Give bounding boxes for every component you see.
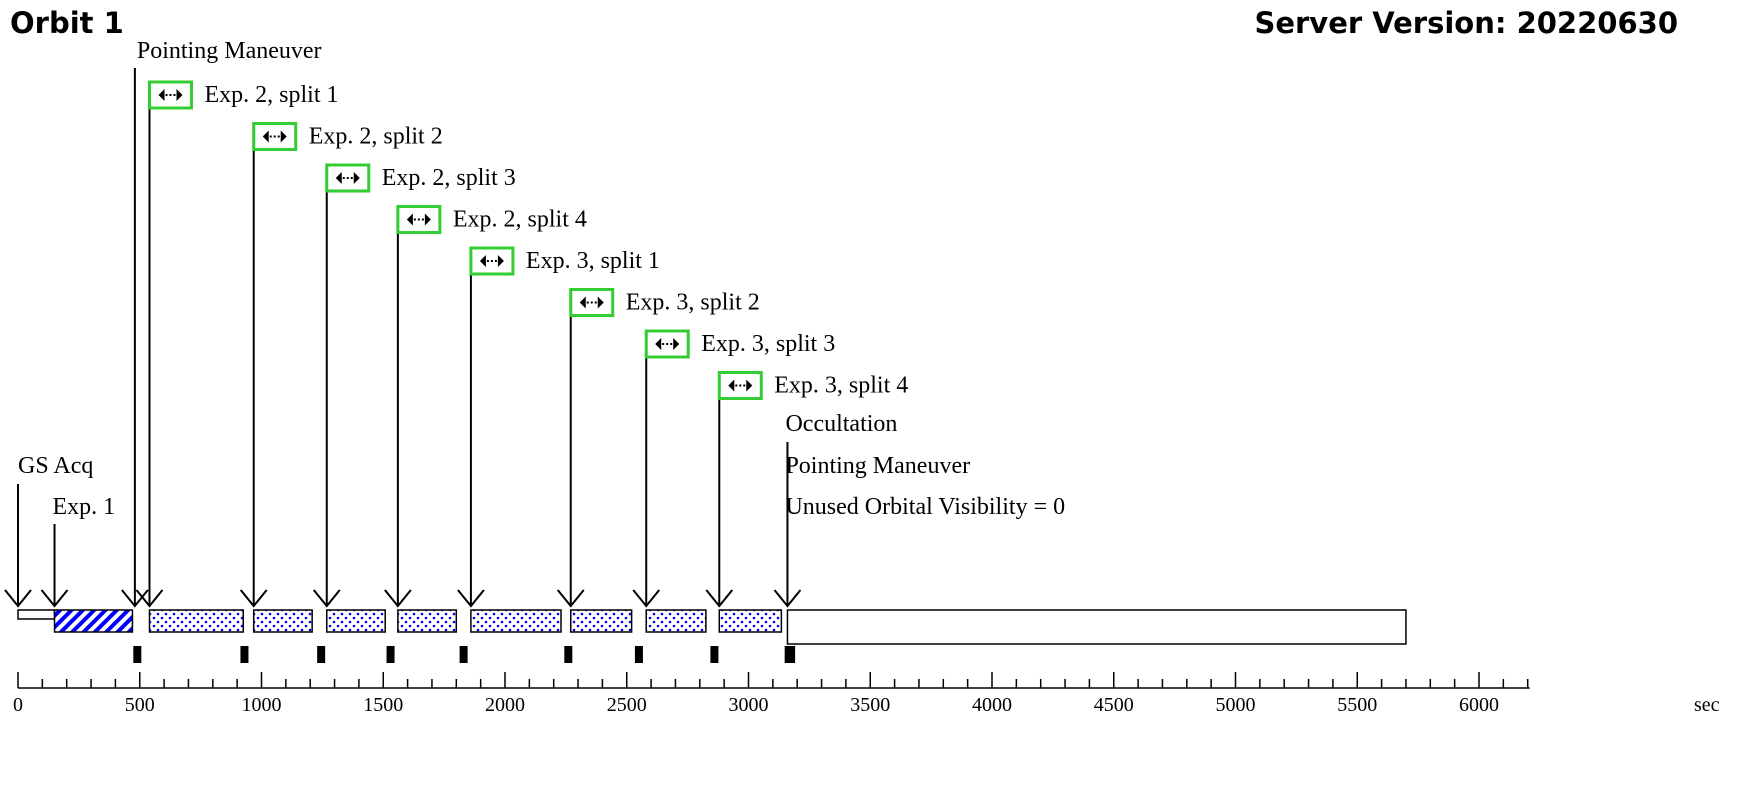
axis-tick-label: 0 [13, 694, 23, 716]
swap-icon [325, 163, 371, 193]
exposure-readout-marker [564, 646, 573, 663]
axis-tick-label: 4000 [972, 694, 1012, 716]
exposure-bar [148, 609, 244, 633]
timeline-blocks [17, 609, 1407, 663]
exposure-label: Exp. 3, split 1 [526, 248, 660, 274]
axis-tick-label: 4500 [1094, 694, 1134, 716]
axis-tick-label: 1000 [242, 694, 282, 716]
swap-icon [252, 122, 298, 151]
exp1-label: Exp. 1 [53, 494, 116, 520]
exposure-readout-marker [317, 646, 326, 663]
axis-tick-label: 2000 [485, 694, 525, 716]
exposure-label: Exp. 3, split 2 [626, 290, 760, 316]
occultation-readout-marker [787, 646, 796, 663]
exposure-label: Exp. 2, split 1 [204, 82, 338, 108]
exposure-label: Exp. 3, split 4 [774, 373, 908, 399]
exposure-readout-marker [459, 646, 468, 663]
exposure-start-line-arrowhead [312, 589, 341, 608]
swap-icon [396, 205, 442, 234]
unused-visibility-label: Unused Orbital Visibility = 0 [785, 494, 1065, 520]
axis-tick-label: 2500 [607, 694, 647, 716]
orbit-title: Orbit 1 [10, 6, 124, 40]
axis-tick-label: 5000 [1216, 694, 1256, 716]
exp1-readout-marker [133, 646, 142, 663]
event-lines [4, 68, 802, 608]
gs-acq-line-arrowhead [4, 589, 32, 608]
axis-tick-label: 3500 [850, 694, 890, 716]
exposure-label: Exp. 2, split 4 [453, 207, 587, 233]
exposure-bar [645, 609, 707, 633]
exposure-start-line-arrowhead [705, 589, 734, 608]
exposure-start-line-arrowhead [135, 589, 164, 608]
exposure-bar [397, 609, 458, 633]
occultation-bar [786, 609, 1407, 645]
exposure-readout-marker [386, 646, 395, 663]
gs-acq-label: GS Acq [18, 453, 93, 479]
exposure-bar [718, 609, 783, 633]
gs-acq-bar [17, 609, 56, 620]
occultation-line-arrowhead [773, 589, 802, 608]
exposure-start-line-arrowhead [632, 589, 661, 608]
axis-tick-label: 500 [125, 694, 155, 716]
exposure-label: Exp. 2, split 2 [309, 124, 443, 150]
pointing-maneuver-label: Pointing Maneuver [137, 38, 322, 64]
pointing-maneuver-line-arrowhead [121, 589, 149, 608]
exposure-start-line-arrowhead [384, 589, 412, 608]
exposure-bar [252, 609, 313, 633]
occultation-label: Occultation [785, 411, 897, 437]
exposure-label: Exp. 3, split 3 [701, 331, 835, 357]
axis-tick-label: 5500 [1337, 694, 1377, 716]
swap-icon [469, 246, 515, 276]
exposure-readout-marker [634, 646, 643, 663]
swap-icon [147, 80, 193, 110]
exposure-label: Exp. 2, split 3 [382, 165, 516, 191]
exposure-readout-marker [710, 646, 719, 663]
axis-tick-label: 6000 [1459, 694, 1499, 716]
pointing-maneuver-2-label: Pointing Maneuver [785, 453, 970, 479]
swap-icon [717, 371, 763, 400]
exp1-bar [53, 609, 134, 633]
exp1-line-arrowhead [40, 589, 69, 608]
exposure-start-line-arrowhead [457, 589, 485, 608]
time-axis: 0 500 1000 1500 2000 2500 3000 3500 4000 4500 5000… [13, 672, 1720, 716]
exposure-start-line-arrowhead [239, 589, 268, 608]
axis-unit-label: sec [1694, 694, 1720, 716]
swap-icon [569, 288, 615, 317]
exposure-bar [470, 609, 562, 633]
axis-tick-label: 1500 [363, 694, 403, 716]
exposure-bar [326, 609, 386, 633]
exposure-readout-marker [240, 646, 249, 663]
exposure-bar [569, 609, 633, 633]
axis-tick-label: 3000 [729, 694, 769, 716]
event-labels: Pointing Maneuver GS Acq Exp. 1 Occultat… [18, 38, 1065, 520]
swap-icon [644, 329, 690, 359]
exposure-start-line-arrowhead [556, 589, 585, 608]
server-version: Server Version: 20220630 [1254, 6, 1678, 40]
